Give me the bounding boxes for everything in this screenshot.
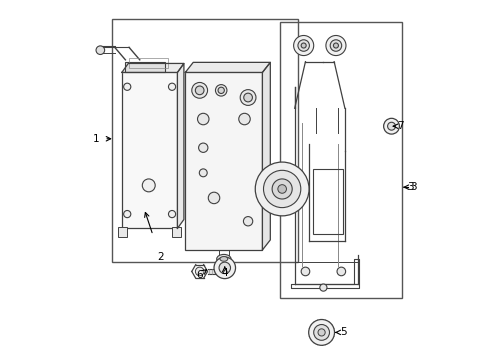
Circle shape xyxy=(383,118,399,134)
Circle shape xyxy=(329,40,341,51)
Bar xyxy=(312,169,343,234)
Circle shape xyxy=(333,43,338,48)
Bar xyxy=(128,58,168,68)
Polygon shape xyxy=(177,63,183,228)
Circle shape xyxy=(197,113,208,125)
Circle shape xyxy=(123,211,131,218)
Circle shape xyxy=(325,36,346,55)
Circle shape xyxy=(198,143,207,152)
Circle shape xyxy=(336,267,345,276)
Circle shape xyxy=(215,85,226,96)
Text: 4: 4 xyxy=(221,268,227,278)
Text: 2: 2 xyxy=(157,252,163,262)
Polygon shape xyxy=(185,62,270,72)
Circle shape xyxy=(317,329,325,336)
Circle shape xyxy=(142,179,155,192)
Circle shape xyxy=(208,192,219,204)
Circle shape xyxy=(238,113,250,125)
Bar xyxy=(112,19,298,262)
Text: 7: 7 xyxy=(396,121,403,131)
Bar xyxy=(280,22,402,298)
Circle shape xyxy=(199,169,207,177)
Polygon shape xyxy=(122,63,183,72)
Circle shape xyxy=(308,319,334,345)
Circle shape xyxy=(271,179,292,199)
Circle shape xyxy=(319,284,326,291)
Bar xyxy=(118,227,127,237)
Ellipse shape xyxy=(220,257,227,261)
Circle shape xyxy=(243,93,252,102)
Circle shape xyxy=(218,87,224,94)
Text: 3: 3 xyxy=(409,182,416,192)
Circle shape xyxy=(263,170,300,208)
Bar xyxy=(207,269,223,274)
Circle shape xyxy=(168,211,175,218)
Circle shape xyxy=(240,90,255,105)
Circle shape xyxy=(387,122,395,130)
Circle shape xyxy=(301,43,305,48)
Circle shape xyxy=(313,324,329,340)
Text: 1: 1 xyxy=(92,134,99,144)
Circle shape xyxy=(277,185,286,193)
Circle shape xyxy=(297,40,309,51)
Circle shape xyxy=(243,217,252,226)
Bar xyxy=(185,72,262,250)
Circle shape xyxy=(214,257,235,279)
Circle shape xyxy=(255,162,308,216)
Text: 5: 5 xyxy=(339,327,346,337)
Bar xyxy=(125,62,164,72)
Circle shape xyxy=(195,86,203,95)
Circle shape xyxy=(293,36,313,55)
Bar xyxy=(172,227,181,237)
Circle shape xyxy=(195,267,203,276)
Text: 3: 3 xyxy=(406,182,413,192)
Ellipse shape xyxy=(216,255,230,264)
Circle shape xyxy=(301,267,309,276)
Bar xyxy=(122,72,177,228)
Circle shape xyxy=(219,262,230,274)
Text: 6: 6 xyxy=(196,270,203,280)
Polygon shape xyxy=(262,62,270,250)
Circle shape xyxy=(168,83,175,90)
Circle shape xyxy=(96,46,104,54)
Circle shape xyxy=(123,83,131,90)
Circle shape xyxy=(191,82,207,98)
